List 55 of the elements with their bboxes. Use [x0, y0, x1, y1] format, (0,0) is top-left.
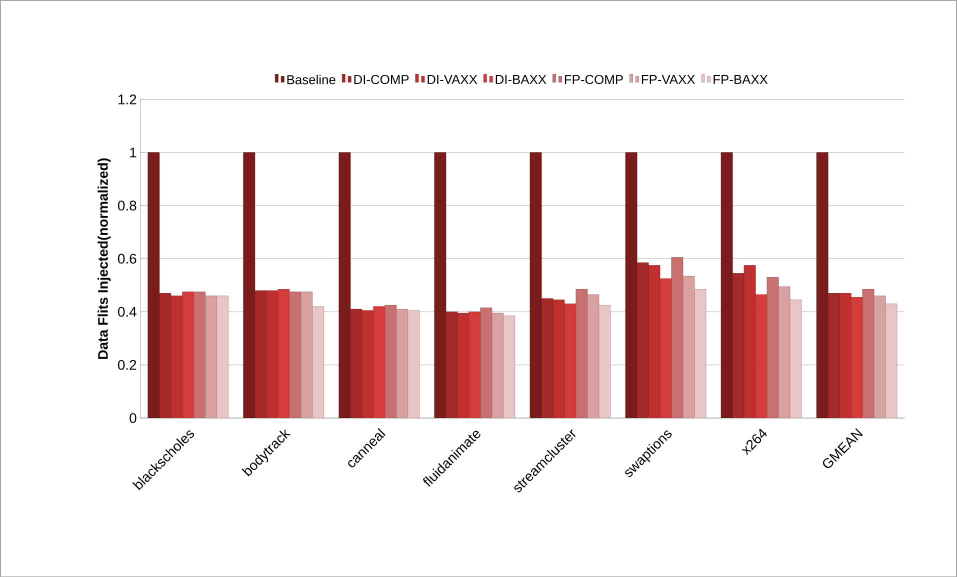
bar: [598, 304, 611, 418]
bar: [312, 306, 324, 418]
bar: [744, 264, 756, 418]
bar: [839, 292, 852, 418]
bar: [766, 276, 779, 418]
y-tick-label: 0.6: [118, 254, 136, 264]
y-axis-title: Data Flits Injected(normalized): [98, 158, 111, 359]
bar: [492, 312, 504, 418]
bar: [682, 276, 695, 418]
legend-label: DI-VAXX: [428, 74, 478, 84]
y-tick-label: 0: [130, 412, 136, 423]
bar: [648, 264, 660, 418]
legend-label: FP-VAXX: [642, 74, 696, 84]
bar: [885, 303, 898, 418]
bar: [503, 315, 516, 418]
bar: [576, 288, 588, 418]
bar: [457, 312, 470, 418]
legend-label: FP-BAXX: [714, 74, 768, 84]
y-tick-label: 1: [130, 148, 136, 158]
bar: [373, 306, 386, 418]
bar: [778, 286, 790, 418]
bar: [755, 294, 768, 418]
bar: [468, 311, 481, 418]
legend-label: FP-COMP: [564, 74, 623, 84]
bar: [564, 303, 576, 418]
bar: [862, 288, 874, 418]
legend-label: DI-COMP: [354, 74, 409, 84]
y-tick-label: 0.4: [118, 306, 136, 317]
bar: [552, 299, 565, 418]
bar: [850, 296, 863, 418]
y-tick-label: 1.2: [118, 94, 136, 104]
bar: [671, 257, 684, 418]
bar: [408, 310, 420, 418]
bar: [874, 296, 886, 418]
bar: [170, 296, 183, 418]
bar: [194, 292, 206, 418]
bar: [790, 299, 802, 418]
bar: [216, 296, 229, 418]
bar: [587, 294, 600, 418]
bar: [182, 292, 194, 418]
bar: [300, 292, 313, 418]
legend-label: DI-BAXX: [496, 74, 546, 84]
y-tick-label: 0.2: [118, 360, 136, 370]
bar: [480, 307, 492, 418]
y-tick-label: 0.8: [118, 200, 136, 210]
bar: [205, 296, 218, 418]
bar: [660, 278, 672, 418]
legend-label: Baseline: [287, 74, 336, 84]
bar: [694, 288, 706, 418]
bar: [278, 288, 290, 418]
bar: [362, 310, 374, 418]
bar: [396, 308, 408, 418]
bar: [384, 304, 397, 418]
bar: [266, 290, 278, 418]
bar: [289, 292, 302, 418]
